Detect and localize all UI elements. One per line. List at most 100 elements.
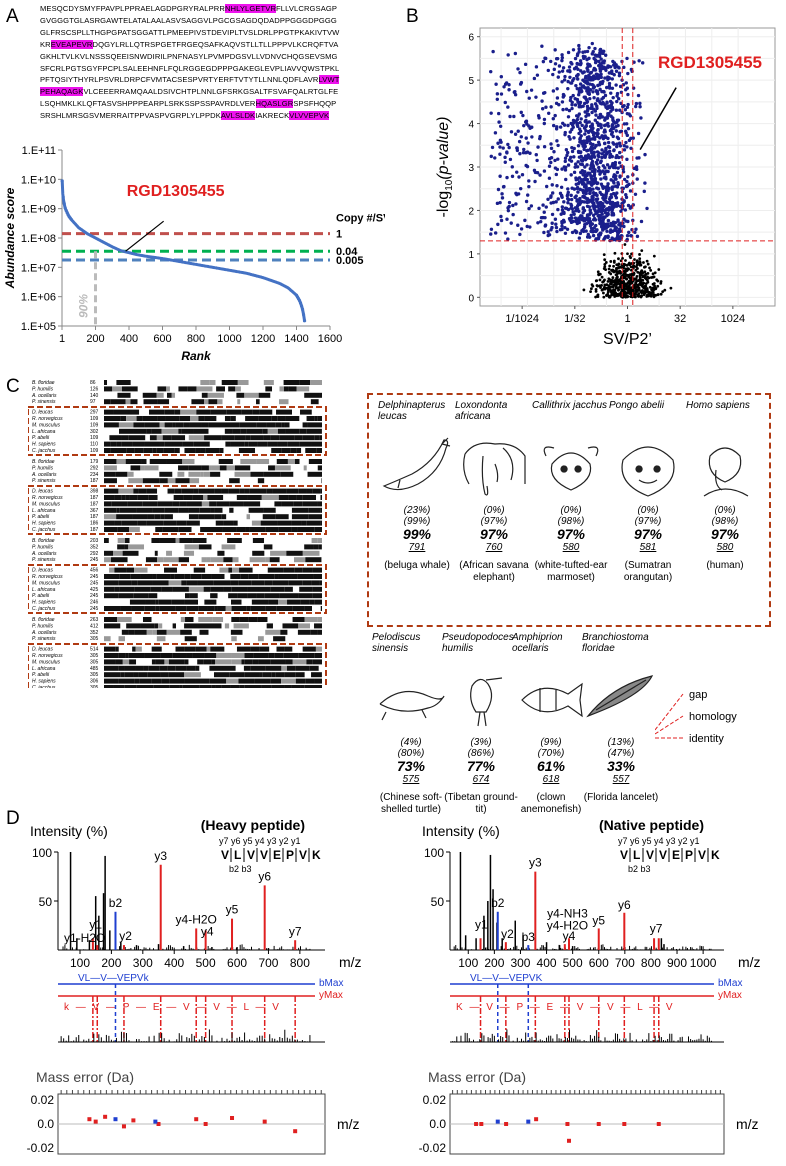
error-point bbox=[566, 1138, 571, 1143]
scatter-point bbox=[595, 134, 600, 138]
scatter-point bbox=[626, 291, 629, 294]
residue-block bbox=[317, 617, 322, 622]
position-label: 305 bbox=[90, 653, 99, 659]
scatter-point bbox=[589, 211, 593, 215]
residue-block bbox=[159, 471, 173, 477]
residue-block bbox=[215, 685, 222, 688]
residue-block bbox=[172, 550, 184, 556]
scatter-point bbox=[645, 295, 649, 298]
residue-block bbox=[121, 435, 129, 441]
scatter-point bbox=[569, 213, 573, 217]
residue-block bbox=[179, 685, 183, 688]
abundance-chart: 1.E+051.E+061.E+071.E+081.E+091.E+101.E+… bbox=[3, 145, 385, 363]
residue-block bbox=[146, 629, 153, 635]
scatter-point bbox=[601, 227, 605, 232]
residue-block bbox=[241, 599, 252, 605]
scatter-point bbox=[542, 210, 546, 214]
residue-block bbox=[276, 459, 288, 464]
scatter-point bbox=[569, 193, 573, 198]
residue-block bbox=[206, 557, 211, 563]
fish-drawing bbox=[521, 682, 583, 718]
species-label: P. sinensis bbox=[32, 557, 56, 563]
residue-block bbox=[173, 386, 179, 392]
position-label: 398 bbox=[90, 489, 99, 495]
scatter-point bbox=[595, 284, 599, 287]
scatter-point bbox=[625, 105, 630, 110]
residue-block bbox=[113, 685, 125, 688]
position-label: 245 bbox=[90, 593, 99, 599]
species-label: B. floridae bbox=[32, 538, 55, 544]
residue-block bbox=[140, 574, 153, 579]
scatter-point bbox=[627, 230, 631, 235]
residue-block bbox=[320, 488, 322, 494]
residue-block bbox=[157, 550, 167, 556]
scatter-point bbox=[493, 131, 498, 135]
residue-block bbox=[132, 514, 148, 520]
residue-block bbox=[143, 399, 158, 405]
residue-block bbox=[229, 672, 245, 678]
scatter-point bbox=[611, 237, 616, 242]
scatter-point bbox=[585, 57, 589, 62]
scatter-point bbox=[596, 233, 601, 237]
scatter-point bbox=[546, 68, 550, 73]
scatter-point bbox=[582, 147, 586, 152]
error-point bbox=[565, 1122, 570, 1126]
scatter-point bbox=[640, 249, 644, 253]
species-label: C. jacchus bbox=[32, 606, 56, 612]
residue-block bbox=[198, 599, 205, 605]
scatter-point bbox=[530, 135, 534, 139]
residue-block bbox=[292, 409, 301, 415]
scatter-point bbox=[563, 168, 568, 172]
scatter-point bbox=[489, 227, 494, 232]
residue-block bbox=[246, 606, 251, 611]
error-point bbox=[479, 1122, 484, 1126]
scatter-point bbox=[630, 252, 633, 256]
identity-percent: 97% bbox=[556, 526, 586, 542]
scatter-point bbox=[599, 177, 603, 181]
scatter-point bbox=[634, 268, 638, 272]
residue-block bbox=[221, 514, 227, 520]
residue-block bbox=[110, 399, 126, 405]
scatter-point bbox=[571, 219, 575, 224]
scatter-point bbox=[615, 275, 619, 279]
scatter-point bbox=[528, 126, 532, 130]
residue-block bbox=[251, 520, 261, 526]
residue-block bbox=[214, 514, 222, 520]
species-label: P. abelii bbox=[32, 593, 50, 599]
species-label: B. floridae bbox=[32, 459, 55, 465]
scatter-point bbox=[622, 272, 626, 276]
residue-block bbox=[182, 685, 200, 688]
species-label: M. musculus bbox=[32, 659, 61, 665]
residue-block bbox=[217, 550, 225, 556]
ion-label: y1 bbox=[475, 917, 488, 931]
scatter-point bbox=[587, 135, 591, 139]
x-tick-label: 1200 bbox=[251, 333, 275, 345]
residue-block bbox=[314, 435, 320, 441]
residue-block bbox=[221, 623, 225, 629]
scatter-point bbox=[542, 117, 547, 122]
residue-block bbox=[216, 653, 232, 658]
residue-block bbox=[283, 653, 299, 658]
residue-block bbox=[206, 646, 211, 652]
y-tick-label: 1.E+06 bbox=[21, 292, 56, 304]
scatter-point bbox=[574, 119, 578, 124]
scatter-point bbox=[614, 69, 619, 73]
residue-block bbox=[216, 478, 230, 484]
residue-block bbox=[267, 441, 278, 447]
scatter-point bbox=[597, 217, 601, 221]
residue-block bbox=[232, 428, 241, 434]
scatter-point bbox=[626, 203, 631, 208]
residue-block bbox=[216, 599, 232, 605]
residue-block bbox=[222, 629, 231, 635]
residue-block bbox=[304, 399, 311, 405]
scatter-point bbox=[603, 76, 607, 80]
residue-block bbox=[238, 678, 255, 684]
scatter-point bbox=[580, 228, 584, 233]
scatter-point bbox=[550, 191, 555, 195]
residue-block bbox=[166, 459, 183, 464]
scatter-point bbox=[646, 275, 649, 279]
scatter-point bbox=[569, 121, 573, 126]
scatter-point bbox=[501, 146, 505, 150]
scatter-point bbox=[647, 291, 651, 295]
